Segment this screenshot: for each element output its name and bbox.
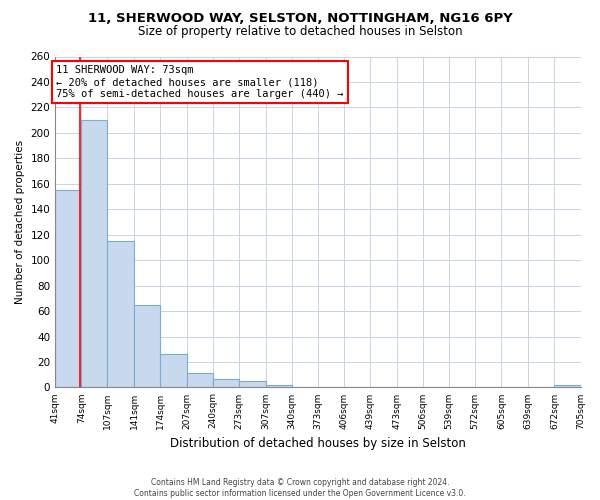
Bar	[134, 304, 160, 388]
Bar	[160, 354, 187, 388]
Bar	[187, 374, 212, 388]
Bar	[212, 378, 239, 388]
Text: Contains HM Land Registry data © Crown copyright and database right 2024.
Contai: Contains HM Land Registry data © Crown c…	[134, 478, 466, 498]
Bar	[81, 120, 107, 388]
Text: 11, SHERWOOD WAY, SELSTON, NOTTINGHAM, NG16 6PY: 11, SHERWOOD WAY, SELSTON, NOTTINGHAM, N…	[88, 12, 512, 26]
Bar	[266, 385, 292, 388]
X-axis label: Distribution of detached houses by size in Selston: Distribution of detached houses by size …	[170, 437, 466, 450]
Bar	[55, 190, 81, 388]
Bar	[239, 381, 266, 388]
Text: Size of property relative to detached houses in Selston: Size of property relative to detached ho…	[137, 25, 463, 38]
Bar	[554, 385, 581, 388]
Text: 11 SHERWOOD WAY: 73sqm
← 20% of detached houses are smaller (118)
75% of semi-de: 11 SHERWOOD WAY: 73sqm ← 20% of detached…	[56, 66, 343, 98]
Bar	[107, 241, 134, 388]
Y-axis label: Number of detached properties: Number of detached properties	[15, 140, 25, 304]
